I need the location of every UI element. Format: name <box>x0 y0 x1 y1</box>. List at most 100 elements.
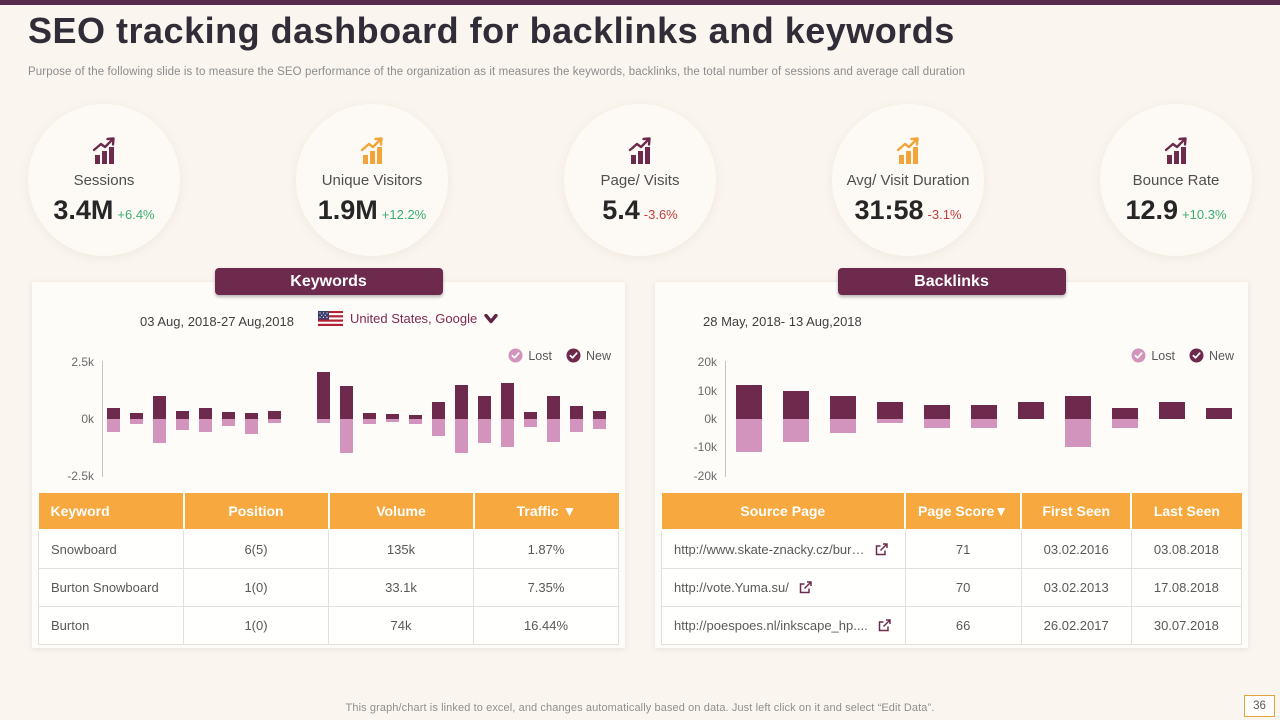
bar-chart-up-icon <box>1164 137 1187 164</box>
table-cell: Snowboard <box>38 529 184 569</box>
bar-group <box>222 361 235 477</box>
column-header-keyword[interactable]: Keyword <box>38 493 185 531</box>
bar-group <box>971 361 997 477</box>
source-page-url[interactable]: http://poespoes.nl/inkscape_hp.... <box>674 618 868 633</box>
kpi-label: Unique Visitors <box>321 172 423 189</box>
bar-chart-up-icon <box>92 137 115 164</box>
keywords-table: Keyword Position Volume Traffic ▼ Snowboard 6… <box>38 493 619 645</box>
kpi-value: 3.4M +6.4% <box>53 195 155 225</box>
y-tick-label: 2.5k <box>71 355 94 370</box>
table-cell: Burton Snowboard <box>38 568 184 607</box>
table-row: http://vote.Yuma.su/ 70 03.02.2013 17.08.2… <box>661 568 1243 607</box>
table-cell: 71 <box>904 529 1022 569</box>
bar-chart-up-icon <box>628 137 651 164</box>
legend-label: New <box>585 348 611 363</box>
bar-new <box>547 396 560 419</box>
y-tick-label: -2.5k <box>67 468 94 483</box>
bar-group <box>1159 361 1185 477</box>
bar-new <box>107 407 120 419</box>
bar-new <box>593 411 606 419</box>
source-page-url[interactable]: http://vote.Yuma.su/ <box>674 580 789 595</box>
legend-label: New <box>1208 348 1234 363</box>
bar-group <box>877 361 903 477</box>
bar-new <box>570 405 583 419</box>
bar-lost <box>924 419 950 428</box>
bar-group <box>317 361 330 477</box>
column-header-position[interactable]: Position <box>183 493 330 531</box>
y-tick-label: -10k <box>693 440 717 455</box>
bar-group <box>1065 361 1091 477</box>
keywords-badge: Keywords <box>214 268 443 295</box>
bar-lost <box>386 419 399 423</box>
kpi-delta: -3.6% <box>643 207 678 222</box>
bar-new <box>877 401 903 419</box>
bar-new <box>245 412 258 419</box>
kpi-icon <box>88 136 120 168</box>
table-cell: 74k <box>328 606 474 645</box>
legend-item-new[interactable]: New <box>1189 348 1234 363</box>
legend-label: Lost <box>528 348 552 363</box>
external-link-button[interactable] <box>878 619 891 632</box>
legend-item-lost[interactable]: Lost <box>1131 348 1175 363</box>
bar-group <box>524 361 537 477</box>
bar-group <box>268 361 281 477</box>
bar-lost <box>340 419 353 454</box>
country-selector[interactable]: United States, Google <box>318 311 498 326</box>
bar-group <box>736 361 762 477</box>
bar-group <box>340 361 353 477</box>
column-header-first-seen[interactable]: First Seen <box>1021 493 1133 531</box>
keywords-date-range: 03 Aug, 2018-27 Aug,2018 <box>140 314 294 329</box>
bar-new <box>222 411 235 419</box>
check-circle-icon <box>1131 348 1146 363</box>
y-tick-label: 0k <box>704 412 717 426</box>
column-header-traffic[interactable]: Traffic ▼ <box>473 493 619 531</box>
table-row: http://www.skate-znacky.cz/bur… 71 03.02.… <box>661 529 1243 569</box>
keywords-legend: Lost New <box>508 348 611 363</box>
y-tick-label: 0k <box>81 412 94 426</box>
legend-item-new[interactable]: New <box>566 348 611 363</box>
source-page-url[interactable]: http://www.skate-znacky.cz/bur… <box>674 542 865 557</box>
kpi-circle-avg-visit-duration: Avg/ Visit Duration 31:58 -3.1% <box>832 104 984 256</box>
table-cell: 1(0) <box>183 606 329 645</box>
column-header-source-page[interactable]: Source Page <box>661 493 907 531</box>
bar-new <box>524 411 537 419</box>
bar-group <box>593 361 606 477</box>
bar-new <box>1112 407 1138 419</box>
bar-new <box>432 401 445 419</box>
external-link-button[interactable] <box>799 581 812 594</box>
footer-note: This graph/chart is linked to excel, and… <box>345 702 935 714</box>
column-header-volume[interactable]: Volume <box>328 493 475 531</box>
external-link-icon <box>875 543 888 556</box>
bar-group <box>107 361 120 477</box>
table-row: Snowboard 6(5) 135k 1.87% <box>38 529 619 569</box>
bar-group <box>1112 361 1138 477</box>
kpi-value: 31:58 -3.1% <box>854 195 962 225</box>
bar-lost <box>245 419 258 434</box>
external-link-button[interactable] <box>875 543 888 556</box>
bar-new <box>176 410 189 419</box>
bar-new <box>478 396 491 419</box>
chart-y-axis: 2.5k 0k -2.5k <box>32 355 94 483</box>
kpi-label: Bounce Rate <box>1132 172 1220 189</box>
table-row: http://poespoes.nl/inkscape_hp.... 66 26.… <box>661 606 1243 645</box>
backlinks-table: Source Page Page Score▼ First Seen Last See… <box>661 493 1243 645</box>
table-cell: 03.02.2013 <box>1020 568 1132 607</box>
legend-item-lost[interactable]: Lost <box>508 348 552 363</box>
column-header-last-seen[interactable]: Last Seen <box>1131 493 1242 531</box>
bar-lost <box>455 419 468 454</box>
chart-y-axis: 20k 10k 0k -10k -20k <box>655 355 717 483</box>
column-header-page-score[interactable]: Page Score▼ <box>905 493 1023 531</box>
table-cell: Burton <box>38 606 184 645</box>
bar-new <box>1018 401 1044 419</box>
bar-lost <box>153 419 166 443</box>
bar-group <box>783 361 809 477</box>
bar-lost <box>199 419 212 432</box>
country-selector-label: United States, Google <box>350 311 478 326</box>
bar-group <box>570 361 583 477</box>
table-cell: 70 <box>904 568 1022 607</box>
y-tick-label: -20k <box>693 468 717 483</box>
bar-group <box>176 361 189 477</box>
bar-new <box>924 404 950 419</box>
bar-chart-up-icon <box>360 137 383 164</box>
bar-new <box>317 372 330 419</box>
